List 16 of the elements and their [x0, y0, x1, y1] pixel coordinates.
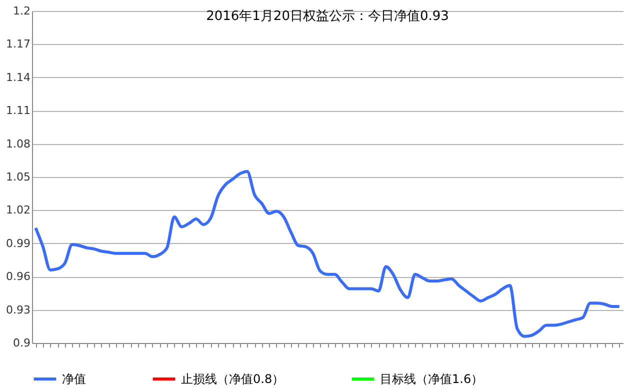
chart-title: 2016年1月20日权益公示：今日净值0.93	[206, 9, 449, 24]
y-tick-label: 0.99	[6, 236, 30, 250]
y-tick-label: 1.17	[6, 38, 30, 51]
y-tick-label: 1.14	[6, 70, 30, 84]
y-tick-label: 1.2	[13, 4, 30, 18]
y-tick-label: 0.9	[13, 336, 30, 350]
y-tick-label: 1.02	[6, 204, 30, 217]
y-tick-label: 0.96	[6, 270, 30, 284]
legend-label: 目标线（净值1.6）	[380, 372, 484, 386]
y-tick-label: 1.08	[6, 137, 30, 150]
legend-label: 净值	[62, 372, 86, 386]
legend-label: 止损线（净值0.8）	[181, 372, 284, 386]
y-tick-label: 0.93	[6, 303, 30, 316]
line-series	[34, 170, 621, 338]
y-tick-label: 1.05	[6, 170, 30, 184]
y-tick-label: 1.11	[6, 104, 30, 118]
